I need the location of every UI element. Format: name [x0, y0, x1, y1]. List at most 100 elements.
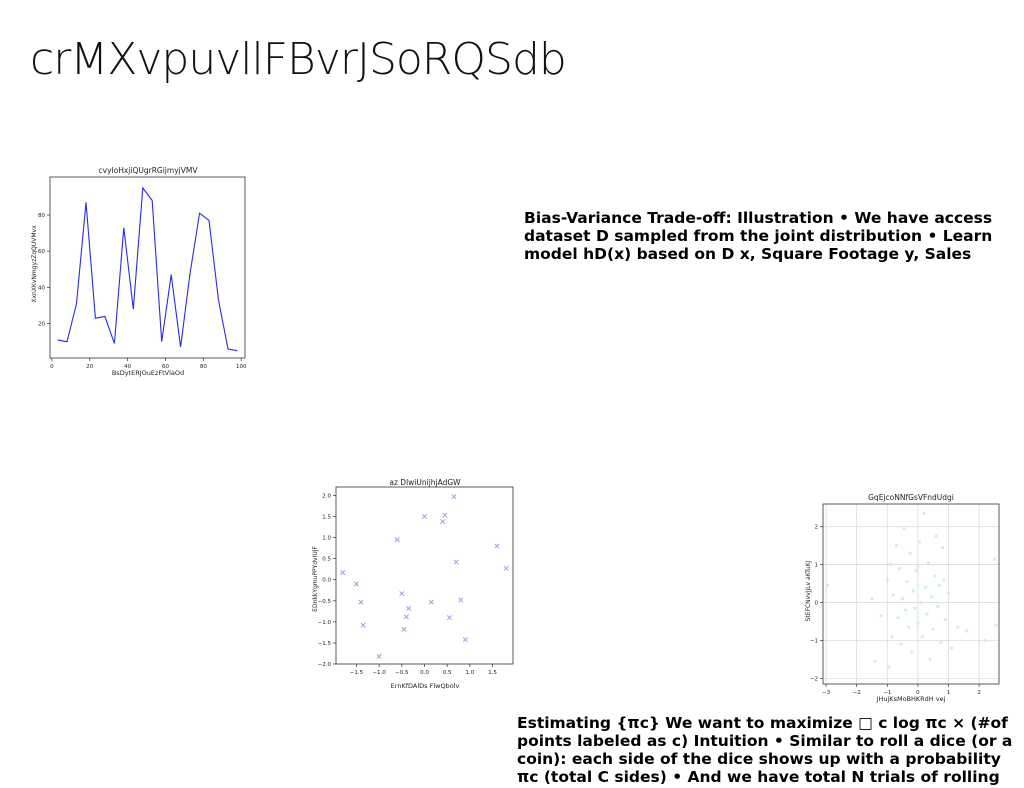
y-axis-label: XxnXKvNmgyzZqQUVMvx	[31, 225, 38, 303]
data-point	[421, 513, 428, 520]
data-point	[360, 622, 366, 628]
x-tick-label: 60	[162, 364, 169, 370]
x-tick-label: 1.0	[466, 670, 475, 676]
data-point	[928, 657, 932, 661]
data-point	[930, 595, 934, 599]
x-tick-label: −2	[853, 690, 861, 696]
data-point	[394, 537, 400, 543]
data-point	[403, 614, 409, 620]
data-point	[949, 646, 954, 650]
x-tick-label: −3	[822, 690, 831, 696]
y-axis-label: EDnkkYgmuPPYdvIUjF	[312, 546, 319, 612]
x-tick-label: 80	[200, 364, 207, 370]
x-axis-label: ErnKfDAlDs FlwQbolv	[391, 682, 460, 690]
data-point	[920, 635, 925, 639]
data-point	[916, 564, 920, 569]
data-point	[943, 617, 948, 622]
data-point	[940, 545, 944, 550]
data-point	[376, 653, 382, 659]
y-tick-label: −2.0	[318, 662, 332, 668]
data-point	[894, 544, 899, 548]
data-point	[891, 593, 895, 597]
y-tick-label: −2	[810, 676, 818, 682]
data-point	[453, 559, 459, 565]
y-axis-label: StEFCNvvJjLv aKTuKJ	[805, 560, 812, 621]
x-tick-label: −1.5	[350, 670, 364, 676]
data-point	[442, 512, 448, 518]
data-point	[446, 615, 452, 621]
data-point	[917, 540, 922, 544]
data-point	[401, 626, 407, 632]
y-tick-label: −0.5	[318, 599, 332, 605]
data-point	[934, 534, 938, 538]
data-point	[907, 625, 911, 629]
data-point	[888, 563, 892, 567]
x-tick-label: 0	[50, 364, 54, 370]
data-point	[428, 599, 434, 605]
data-point	[358, 599, 364, 605]
y-tick-label: 40	[38, 285, 45, 291]
data-point	[494, 543, 500, 549]
x-tick-label: −0.5	[395, 670, 409, 676]
data-point	[887, 665, 891, 669]
data-point	[897, 566, 902, 571]
y-tick-label: 20	[38, 322, 45, 328]
data-point	[927, 561, 931, 565]
x-tick-label: 100	[236, 364, 247, 370]
x-axis-label: BsDytERJOuEzFtVlaOd	[112, 369, 184, 377]
data-point	[406, 605, 412, 611]
data-point	[885, 578, 889, 582]
x-tick-label: 1	[947, 690, 951, 696]
data-point	[911, 589, 915, 593]
data-point	[458, 597, 464, 603]
data-point	[992, 557, 997, 561]
data-point	[936, 604, 940, 608]
data-point	[965, 629, 969, 633]
x-tick-label: 2	[977, 690, 981, 696]
x-tick-label: 0.5	[443, 670, 452, 676]
scatter-chart-2: GqEjcoNNfGsVFndUdgi JHujKsMoBHKRdH vej S…	[805, 493, 1000, 703]
data-point	[942, 578, 946, 582]
y-tick-label: 1.0	[322, 536, 331, 542]
data-point	[910, 650, 914, 654]
data-point	[908, 551, 912, 555]
data-point	[890, 635, 894, 639]
series-line	[57, 186, 238, 352]
data-point	[902, 527, 906, 531]
data-point	[353, 581, 359, 587]
data-point	[899, 642, 903, 646]
y-tick-label: 2	[815, 525, 819, 531]
data-point	[900, 597, 905, 601]
data-point	[913, 606, 917, 610]
data-point	[825, 583, 830, 588]
y-tick-label: 0.5	[322, 557, 331, 563]
chart-title: az DlwiUnijhjAdGW	[389, 478, 461, 487]
data-point	[905, 580, 909, 584]
data-point	[399, 591, 405, 597]
data-point	[919, 600, 923, 605]
y-tick-label: 1.5	[322, 515, 331, 521]
x-tick-label: 0.0	[420, 670, 429, 676]
plot-frame	[822, 503, 1000, 685]
data-point	[946, 591, 951, 595]
data-point	[956, 625, 960, 629]
x-tick-label: −1.0	[372, 670, 386, 676]
data-point	[904, 608, 908, 612]
y-tick-label: 2.0	[322, 493, 331, 499]
bias-variance-paragraph: Bias-Variance Trade-off: Illustration • …	[524, 209, 993, 263]
x-axis-label: JHujKsMoBHKRdH vej	[876, 695, 946, 703]
y-tick-label: −1.5	[318, 641, 332, 647]
data-point	[922, 511, 926, 516]
y-tick-label: −1.0	[318, 620, 332, 626]
data-point	[873, 659, 877, 663]
data-point	[916, 621, 920, 625]
data-point	[879, 614, 883, 618]
y-tick-label: 1	[815, 563, 819, 569]
data-point	[994, 623, 998, 627]
y-tick-label: 0.0	[322, 578, 331, 584]
data-point	[451, 494, 457, 500]
data-point	[340, 570, 346, 576]
data-point	[937, 583, 941, 588]
estimating-pi-paragraph: Estimating {πc} We want to maximize □ c …	[517, 714, 1013, 786]
x-tick-label: 1.5	[488, 670, 497, 676]
